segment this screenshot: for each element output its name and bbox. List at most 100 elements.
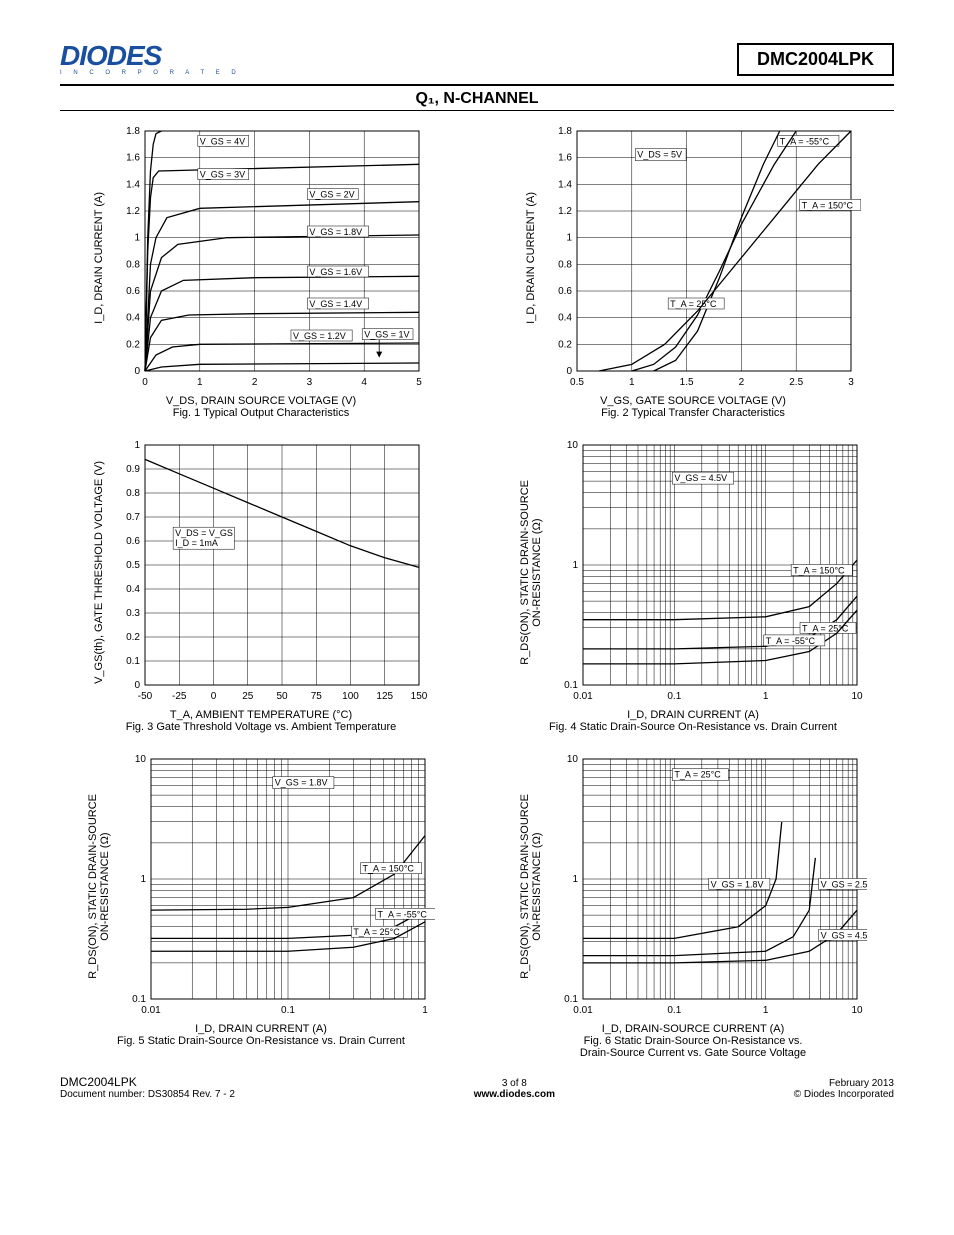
svg-text:10: 10	[567, 440, 579, 451]
svg-text:T_A = -55°C: T_A = -55°C	[766, 636, 816, 646]
svg-text:0.5: 0.5	[570, 377, 584, 388]
footer-copyright: © Diodes Incorporated	[794, 1089, 894, 1100]
svg-text:0: 0	[134, 366, 140, 377]
svg-text:1.2: 1.2	[558, 206, 572, 217]
svg-text:T_A = 150°C: T_A = 150°C	[793, 565, 845, 575]
svg-text:1: 1	[763, 1005, 769, 1016]
chart-fig2: 0.511.522.5300.20.40.60.811.21.41.61.8T_…	[541, 123, 861, 393]
svg-text:3: 3	[848, 377, 854, 388]
svg-text:150: 150	[411, 691, 428, 702]
svg-text:V_GS = 4.5V: V_GS = 4.5V	[821, 930, 867, 940]
chart-caption: Fig. 5 Static Drain-Source On-Resistance…	[117, 1035, 405, 1047]
y-axis-label: I_D, DRAIN CURRENT (A)	[525, 192, 537, 324]
svg-text:0.8: 0.8	[558, 259, 572, 270]
svg-text:0: 0	[142, 377, 148, 388]
chart-fig6: 0.010.11100.1110V_GS = 1.8VV_GS = 2.5VV_…	[547, 751, 867, 1021]
svg-text:10: 10	[851, 691, 863, 702]
svg-text:0.5: 0.5	[126, 560, 140, 571]
svg-text:0.4: 0.4	[558, 313, 572, 324]
svg-text:V_GS = 1.8V: V_GS = 1.8V	[309, 227, 362, 237]
svg-text:1.4: 1.4	[126, 179, 140, 190]
x-axis-label: I_D, DRAIN CURRENT (A)	[627, 709, 759, 721]
svg-text:0.3: 0.3	[126, 608, 140, 619]
svg-text:125: 125	[376, 691, 393, 702]
chart-cell-fig2: I_D, DRAIN CURRENT (A) 0.5 1 1.5 2 2.5 3 0 0.2 0…	[492, 123, 894, 419]
svg-text:1: 1	[629, 377, 635, 388]
svg-text:10: 10	[567, 754, 579, 765]
svg-text:V_GS = 1V: V_GS = 1V	[364, 330, 409, 340]
svg-text:5: 5	[416, 377, 422, 388]
svg-text:100: 100	[342, 691, 359, 702]
svg-text:0.1: 0.1	[667, 691, 681, 702]
svg-text:4: 4	[361, 377, 367, 388]
svg-text:0.1: 0.1	[126, 656, 140, 667]
footer-docnum: Document number: DS30854 Rev. 7 - 2	[60, 1089, 235, 1100]
svg-text:1: 1	[140, 874, 146, 885]
svg-text:75: 75	[311, 691, 323, 702]
svg-text:1: 1	[572, 560, 578, 571]
svg-text:2: 2	[739, 377, 745, 388]
svg-text:V_GS = 1.6V: V_GS = 1.6V	[309, 267, 362, 277]
page-header: DIODES I N C O R P O R A T E D DMC2004LP…	[60, 40, 894, 76]
svg-text:0.4: 0.4	[126, 584, 140, 595]
charts-grid: I_D, DRAIN CURRENT (A) 0 1 2 3 4 5 0 0.2 0.4 0.6 0…	[60, 123, 894, 1059]
svg-text:T_A = 150°C: T_A = 150°C	[802, 200, 854, 210]
company-logo: DIODES I N C O R P O R A T E D	[60, 40, 241, 76]
x-axis-label: T_A, AMBIENT TEMPERATURE (°C)	[170, 709, 352, 721]
svg-text:V_GS = 1.4V: V_GS = 1.4V	[309, 299, 362, 309]
svg-text:1: 1	[197, 377, 203, 388]
svg-text:0.8: 0.8	[126, 259, 140, 270]
svg-text:I_D = 1mA: I_D = 1mA	[175, 538, 218, 548]
svg-text:V_GS = 1.8V: V_GS = 1.8V	[711, 879, 764, 889]
chart-caption: Fig. 1 Typical Output Characteristics	[173, 407, 349, 419]
svg-text:0.2: 0.2	[126, 339, 140, 350]
svg-text:0: 0	[134, 680, 140, 691]
section-title: Q₁, N-CHANNEL	[60, 90, 894, 111]
page-footer: DMC2004LPK Document number: DS30854 Rev.…	[60, 1075, 894, 1100]
footer-right: February 2013 © Diodes Incorporated	[794, 1078, 894, 1100]
svg-text:1: 1	[566, 233, 572, 244]
svg-text:0.1: 0.1	[564, 994, 578, 1005]
y-axis-label: R_DS(ON), STATIC DRAIN-SOURCEON-RESISTAN…	[519, 480, 543, 665]
svg-text:1: 1	[572, 874, 578, 885]
logo-text: DIODES	[60, 40, 161, 72]
svg-text:-50: -50	[138, 691, 153, 702]
chart-caption: Fig. 2 Typical Transfer Characteristics	[601, 407, 785, 419]
chart-cell-fig6: R_DS(ON), STATIC DRAIN-SOURCEON-RESISTAN…	[492, 751, 894, 1059]
svg-text:1: 1	[422, 1005, 428, 1016]
svg-text:1.2: 1.2	[126, 206, 140, 217]
svg-text:2.5: 2.5	[789, 377, 803, 388]
footer-part: DMC2004LPK	[60, 1075, 235, 1089]
svg-text:0.2: 0.2	[126, 632, 140, 643]
x-axis-label: I_D, DRAIN-SOURCE CURRENT (A)	[602, 1023, 785, 1035]
chart-fig5: 0.010.110.1110T_A = 150°CT_A = 25°CT_A =…	[115, 751, 435, 1021]
svg-text:0.6: 0.6	[126, 286, 140, 297]
y-axis-label: I_D, DRAIN CURRENT (A)	[93, 192, 105, 324]
svg-text:10: 10	[851, 1005, 863, 1016]
svg-text:V_GS = 2.5V: V_GS = 2.5V	[821, 879, 867, 889]
svg-text:0.1: 0.1	[132, 994, 146, 1005]
svg-text:1: 1	[134, 440, 140, 451]
svg-text:-25: -25	[172, 691, 187, 702]
footer-left: DMC2004LPK Document number: DS30854 Rev.…	[60, 1075, 235, 1100]
svg-text:1.5: 1.5	[680, 377, 694, 388]
svg-text:T_A = 25°C: T_A = 25°C	[670, 299, 717, 309]
footer-page: 3 of 8	[474, 1078, 555, 1089]
svg-text:V_GS = 2V: V_GS = 2V	[309, 190, 354, 200]
svg-text:1: 1	[134, 233, 140, 244]
svg-text:1.8: 1.8	[126, 126, 140, 137]
part-number-box: DMC2004LPK	[737, 43, 894, 76]
svg-text:0.2: 0.2	[558, 339, 572, 350]
svg-text:1.4: 1.4	[558, 179, 572, 190]
svg-text:0.7: 0.7	[126, 512, 140, 523]
y-axis-label: V_GS(th), GATE THRESHOLD VOLTAGE (V)	[93, 461, 105, 684]
svg-text:1.8: 1.8	[558, 126, 572, 137]
chart-cell-fig5: R_DS(ON), STATIC DRAIN-SOURCEON-RESISTAN…	[60, 751, 462, 1059]
svg-text:0.01: 0.01	[573, 691, 593, 702]
svg-text:0.01: 0.01	[573, 1005, 593, 1016]
header-rule	[60, 84, 894, 86]
chart-cell-fig3: V_GS(th), GATE THRESHOLD VOLTAGE (V) -50…	[60, 437, 462, 733]
svg-text:V_GS = 4.5V: V_GS = 4.5V	[674, 473, 727, 483]
svg-text:0: 0	[566, 366, 572, 377]
svg-text:0.9: 0.9	[126, 464, 140, 475]
